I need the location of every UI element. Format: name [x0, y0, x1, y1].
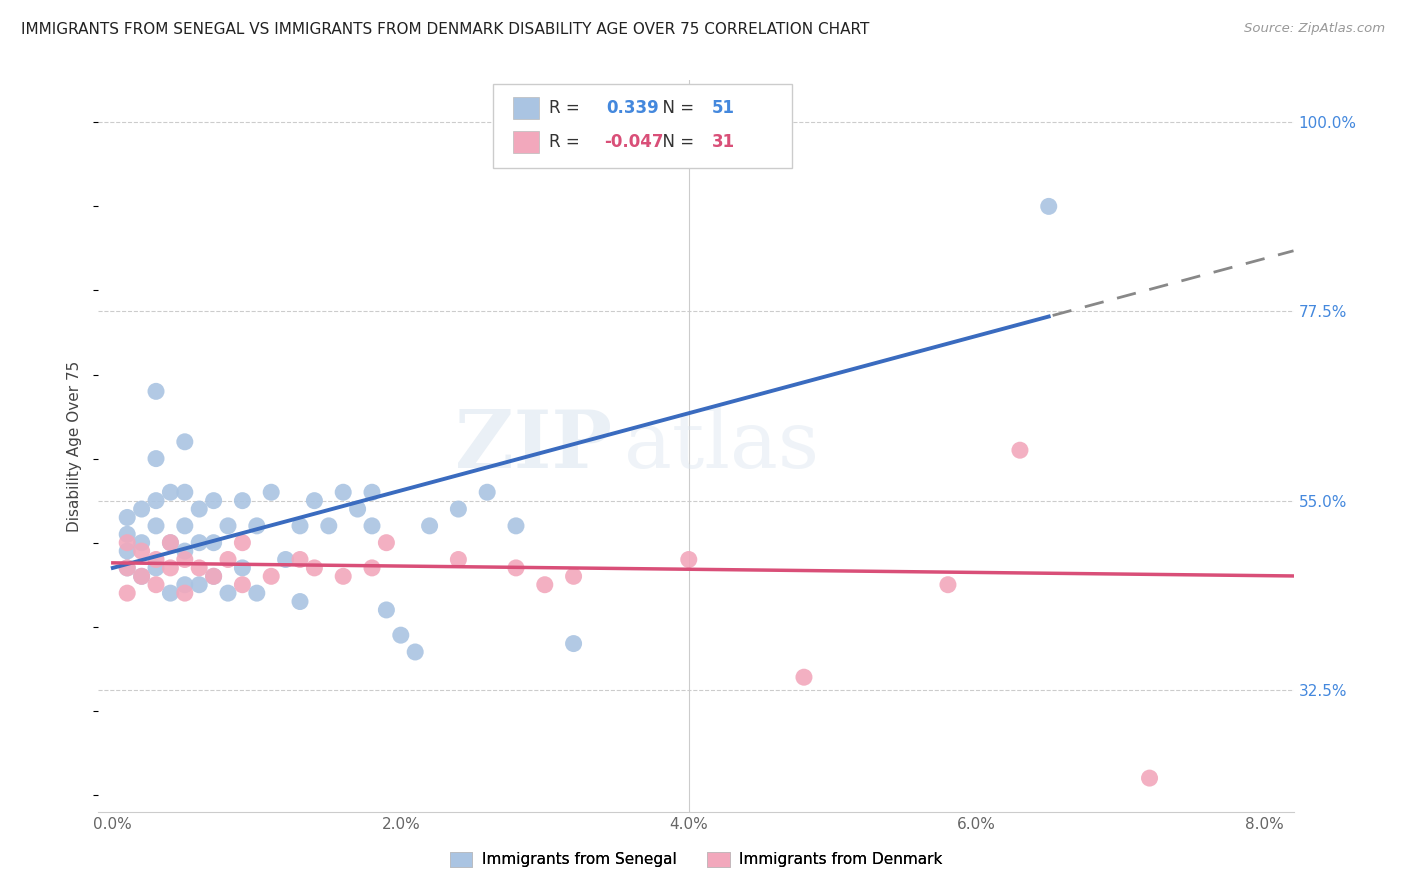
FancyBboxPatch shape	[513, 131, 540, 153]
Point	[346, 502, 368, 516]
Point	[159, 535, 181, 549]
Point	[173, 434, 195, 449]
Point	[145, 578, 167, 592]
Text: ZIP: ZIP	[456, 407, 613, 485]
Point	[131, 502, 153, 516]
Point	[318, 519, 340, 533]
Point	[115, 544, 138, 558]
Point	[447, 502, 470, 516]
Point	[389, 628, 412, 642]
Point	[131, 569, 153, 583]
Point	[274, 552, 297, 566]
Point	[188, 535, 211, 549]
Point	[145, 552, 167, 566]
Point	[332, 569, 354, 583]
Point	[188, 578, 211, 592]
Point	[115, 510, 138, 524]
Point	[202, 569, 225, 583]
Text: Source: ZipAtlas.com: Source: ZipAtlas.com	[1244, 22, 1385, 36]
Point	[131, 535, 153, 549]
Point	[159, 485, 181, 500]
Point	[173, 485, 195, 500]
Point	[562, 569, 585, 583]
Point	[447, 552, 470, 566]
Point	[246, 586, 269, 600]
Point	[217, 519, 239, 533]
Point	[246, 519, 269, 533]
Point	[173, 578, 195, 592]
Point	[159, 561, 181, 575]
Point	[115, 561, 138, 575]
Point	[304, 493, 326, 508]
Point	[202, 493, 225, 508]
Text: -0.047: -0.047	[605, 134, 664, 152]
Point	[159, 586, 181, 600]
Point	[375, 603, 398, 617]
Point	[288, 519, 311, 533]
Point	[173, 552, 195, 566]
Y-axis label: Disability Age Over 75: Disability Age Over 75	[67, 360, 83, 532]
Point	[375, 535, 398, 549]
Point	[217, 552, 239, 566]
Point	[936, 578, 959, 592]
Point	[145, 493, 167, 508]
Point	[131, 544, 153, 558]
Point	[145, 451, 167, 466]
Point	[533, 578, 555, 592]
FancyBboxPatch shape	[494, 84, 792, 168]
Text: IMMIGRANTS FROM SENEGAL VS IMMIGRANTS FROM DENMARK DISABILITY AGE OVER 75 CORREL: IMMIGRANTS FROM SENEGAL VS IMMIGRANTS FR…	[21, 22, 869, 37]
Point	[202, 535, 225, 549]
Point	[505, 519, 527, 533]
Point	[1008, 443, 1031, 458]
Point	[145, 519, 167, 533]
Point	[231, 561, 253, 575]
Legend: Immigrants from Senegal, Immigrants from Denmark: Immigrants from Senegal, Immigrants from…	[443, 846, 949, 873]
Point	[361, 519, 384, 533]
Text: R =: R =	[548, 134, 585, 152]
Point	[145, 561, 167, 575]
Point	[159, 535, 181, 549]
Text: R =: R =	[548, 99, 585, 117]
Text: atlas: atlas	[624, 407, 820, 485]
Point	[304, 561, 326, 575]
Point	[477, 485, 499, 500]
Point	[678, 552, 700, 566]
Point	[145, 384, 167, 399]
Point	[1038, 199, 1060, 213]
Point	[115, 527, 138, 541]
Point	[332, 485, 354, 500]
Text: 51: 51	[711, 99, 734, 117]
Point	[260, 569, 283, 583]
Point	[217, 586, 239, 600]
Text: N =: N =	[652, 134, 699, 152]
Point	[231, 535, 253, 549]
Point	[131, 569, 153, 583]
Point	[115, 561, 138, 575]
Point	[419, 519, 441, 533]
Point	[1139, 771, 1161, 785]
Point	[188, 502, 211, 516]
Point	[505, 561, 527, 575]
Point	[404, 645, 426, 659]
Point	[361, 485, 384, 500]
Point	[202, 569, 225, 583]
Point	[562, 636, 585, 650]
Point	[173, 586, 195, 600]
Point	[793, 670, 815, 684]
FancyBboxPatch shape	[513, 97, 540, 119]
Point	[173, 544, 195, 558]
Point	[288, 552, 311, 566]
Point	[260, 485, 283, 500]
Text: 0.339: 0.339	[606, 99, 659, 117]
Text: N =: N =	[652, 99, 699, 117]
Point	[231, 493, 253, 508]
Point	[173, 519, 195, 533]
Point	[188, 561, 211, 575]
Point	[115, 535, 138, 549]
Point	[288, 594, 311, 608]
Point	[231, 578, 253, 592]
Point	[361, 561, 384, 575]
Point	[115, 586, 138, 600]
Text: 31: 31	[711, 134, 734, 152]
